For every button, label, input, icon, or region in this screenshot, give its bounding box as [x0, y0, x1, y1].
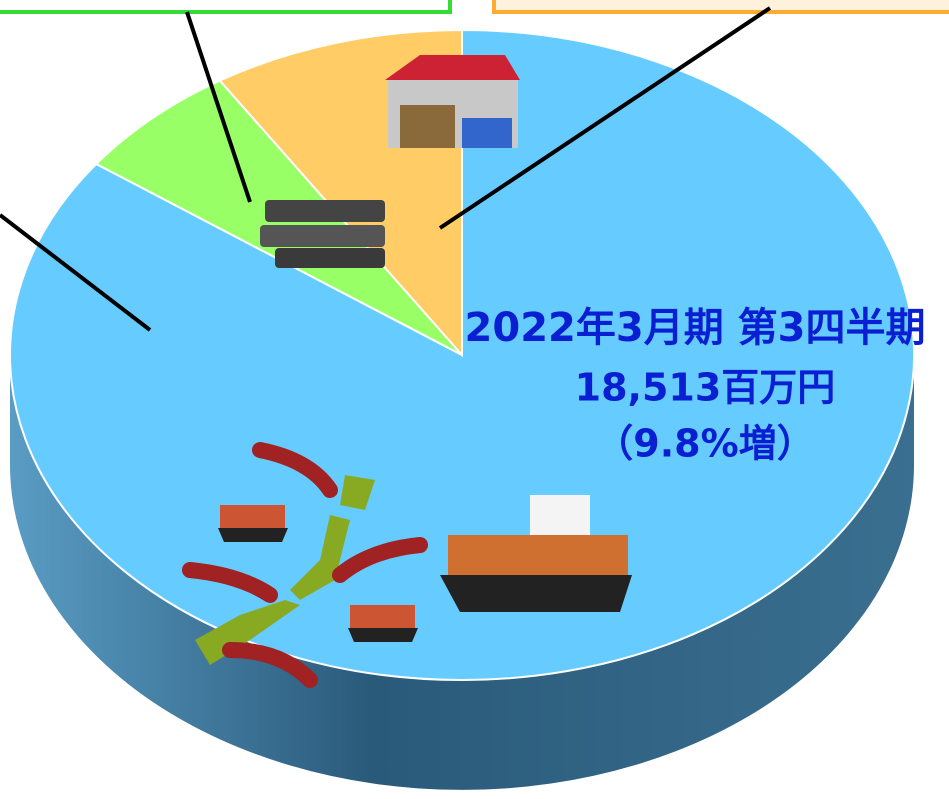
annotation: （9.8%増）	[595, 422, 814, 466]
leader-line	[185, 11, 252, 203]
annotation: 2022年3月期 第3四半期	[465, 305, 926, 351]
callout-box	[492, 0, 949, 14]
steel-icon	[260, 200, 385, 268]
leader-line	[438, 6, 772, 230]
annotation: 18,513百万円	[575, 366, 836, 410]
arrows	[182, 442, 428, 688]
callout-box	[0, 0, 452, 14]
ship-icon	[218, 495, 632, 642]
leader-line	[0, 213, 152, 332]
japan-map	[195, 475, 375, 665]
pie-side	[10, 355, 914, 790]
warehouse-icon	[385, 55, 520, 148]
